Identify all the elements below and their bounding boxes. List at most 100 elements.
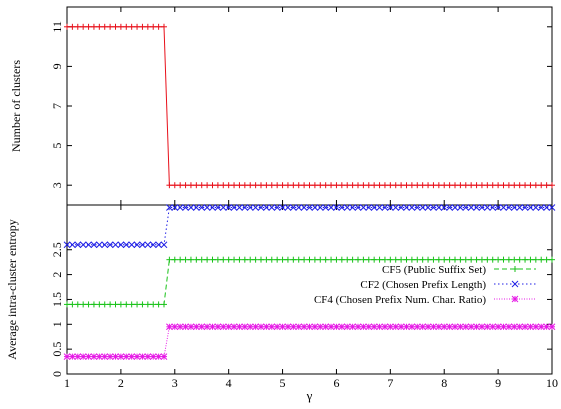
- data-point: [408, 204, 416, 211]
- data-point: [144, 353, 152, 360]
- data-point: [176, 323, 184, 331]
- data-point: [284, 323, 292, 331]
- data-point: [392, 182, 399, 189]
- data-point: [273, 204, 281, 211]
- data-point: [333, 323, 340, 331]
- data-point: [403, 182, 410, 189]
- data-point: [489, 323, 497, 331]
- data-point: [381, 323, 389, 331]
- data-point: [241, 204, 249, 211]
- data-point: [122, 241, 130, 249]
- data-point: [139, 353, 146, 360]
- data-point: [263, 182, 270, 189]
- data-point: [327, 323, 335, 331]
- data-point: [316, 323, 324, 331]
- data-point: [462, 323, 470, 331]
- data-point: [510, 323, 518, 331]
- data-point: [209, 256, 216, 263]
- data-point: [549, 256, 555, 263]
- plot-frame: [66, 6, 553, 206]
- data-point: [236, 204, 243, 211]
- data-point: [549, 182, 555, 189]
- data-point: [69, 301, 76, 308]
- data-point: [521, 204, 529, 211]
- data-point: [258, 182, 264, 189]
- x-tick-label: 7: [387, 376, 393, 390]
- data-point: [505, 182, 512, 189]
- legend-label: CF4 (Chosen Prefix Num. Char. Ratio): [314, 294, 486, 306]
- data-point: [209, 204, 216, 211]
- data-point: [79, 353, 87, 360]
- data-point: [500, 256, 507, 263]
- data-point: [484, 182, 491, 189]
- data-point: [85, 353, 92, 360]
- data-point: [166, 182, 173, 189]
- data-point: [306, 204, 313, 211]
- data-point: [452, 182, 458, 189]
- x-tick-label: 10: [546, 376, 558, 390]
- data-point: [64, 301, 70, 308]
- data-point: [376, 182, 383, 189]
- data-point: [225, 256, 232, 263]
- data-point: [516, 256, 523, 263]
- data-point: [96, 23, 103, 30]
- data-point: [516, 204, 524, 211]
- data-point: [489, 182, 496, 189]
- data-point: [322, 256, 329, 263]
- data-point: [193, 256, 200, 263]
- data-point: [424, 323, 432, 331]
- data-point: [311, 204, 319, 211]
- data-point: [95, 353, 103, 360]
- data-point: [171, 323, 179, 331]
- data-point: [360, 323, 367, 331]
- data-point: [495, 182, 502, 189]
- data-point: [543, 204, 550, 211]
- data-point: [457, 323, 464, 331]
- series-1: [63, 204, 556, 249]
- data-point: [187, 323, 195, 331]
- x-axis-title: γ: [306, 388, 313, 403]
- data-point: [279, 256, 286, 263]
- data-point: [101, 301, 108, 308]
- data-point: [273, 323, 281, 331]
- data-point: [398, 256, 405, 263]
- data-point: [483, 323, 491, 331]
- data-point: [279, 204, 286, 211]
- data-point: [387, 182, 394, 189]
- data-point: [360, 182, 367, 189]
- data-point: [392, 204, 400, 211]
- series-line: [67, 26, 552, 186]
- data-point: [161, 301, 167, 308]
- data-point: [494, 204, 502, 211]
- y-tick-label: 2: [50, 272, 64, 278]
- data-point: [478, 323, 486, 331]
- data-point: [74, 241, 82, 249]
- data-point: [85, 241, 92, 249]
- y-tick-label: 2.5: [50, 242, 64, 257]
- data-point: [236, 256, 243, 263]
- data-point: [322, 182, 329, 189]
- data-point: [166, 323, 173, 331]
- data-point: [494, 323, 502, 331]
- data-point: [268, 323, 276, 331]
- data-point: [543, 182, 550, 189]
- plot-frame: [66, 204, 553, 375]
- data-point: [117, 301, 124, 308]
- data-point: [328, 256, 335, 263]
- data-point: [386, 204, 394, 211]
- data-point: [155, 23, 162, 30]
- y-tick-label: 7: [50, 103, 64, 109]
- data-point: [101, 241, 109, 249]
- data-point: [462, 204, 470, 211]
- data-point: [236, 323, 243, 331]
- data-point: [430, 256, 437, 263]
- data-point: [435, 323, 443, 331]
- data-point: [128, 23, 135, 30]
- data-point: [220, 182, 227, 189]
- data-point: [338, 256, 345, 263]
- data-point: [64, 23, 70, 30]
- data-point: [483, 204, 491, 211]
- data-point: [425, 182, 432, 189]
- data-point: [397, 323, 405, 331]
- data-point: [117, 241, 125, 249]
